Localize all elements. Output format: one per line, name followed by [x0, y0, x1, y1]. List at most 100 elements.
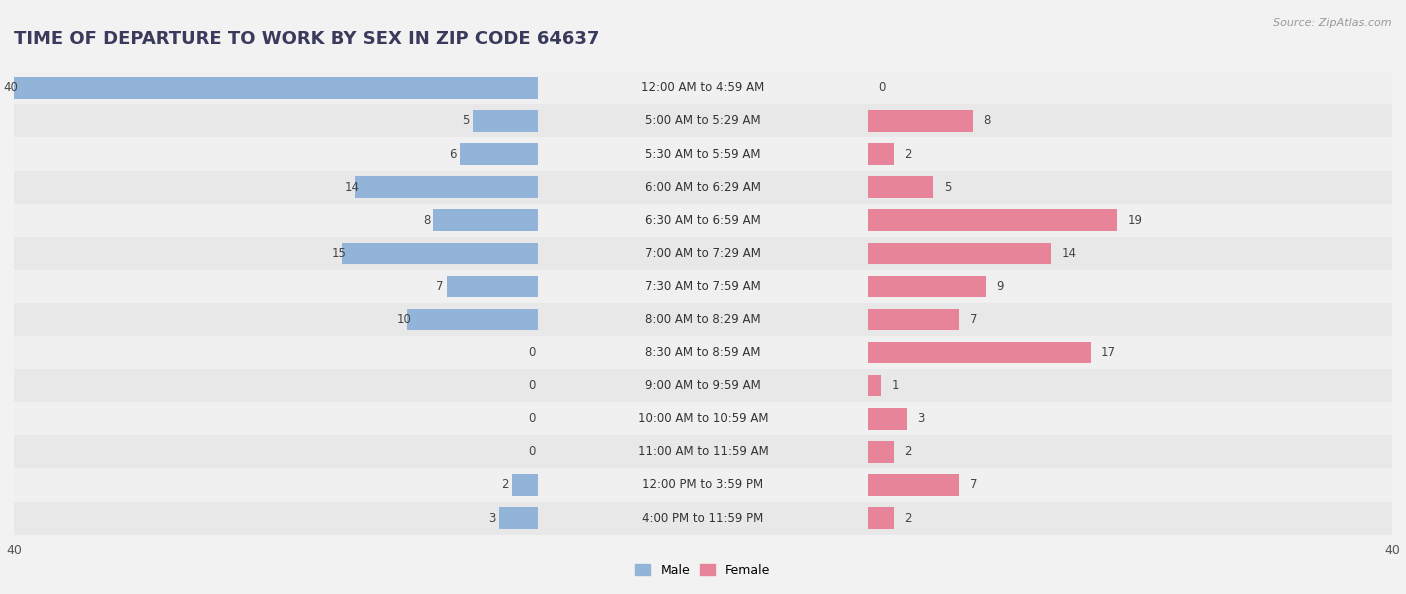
Bar: [499, 507, 538, 529]
Bar: [868, 501, 1392, 535]
Text: TIME OF DEPARTURE TO WORK BY SEX IN ZIP CODE 64637: TIME OF DEPARTURE TO WORK BY SEX IN ZIP …: [14, 30, 599, 48]
Bar: [538, 270, 868, 303]
Text: 0: 0: [527, 412, 536, 425]
Bar: [14, 105, 538, 137]
Bar: [868, 336, 1392, 369]
Bar: [472, 110, 538, 132]
Bar: [538, 501, 868, 535]
Bar: [538, 469, 868, 501]
Text: Source: ZipAtlas.com: Source: ZipAtlas.com: [1274, 18, 1392, 28]
Text: 10:00 AM to 10:59 AM: 10:00 AM to 10:59 AM: [638, 412, 768, 425]
Bar: [447, 276, 538, 297]
Text: 10: 10: [396, 313, 412, 326]
Text: 2: 2: [904, 446, 912, 459]
Text: 0: 0: [879, 81, 886, 94]
Bar: [868, 204, 1392, 237]
Bar: [14, 71, 538, 105]
Bar: [868, 71, 1392, 105]
Bar: [868, 237, 1392, 270]
Bar: [868, 105, 1392, 137]
Bar: [868, 469, 1392, 501]
Text: 7:00 AM to 7:29 AM: 7:00 AM to 7:29 AM: [645, 247, 761, 260]
Bar: [538, 71, 868, 105]
Bar: [868, 270, 1392, 303]
Bar: [14, 303, 538, 336]
Text: 0: 0: [527, 346, 536, 359]
Bar: [868, 110, 973, 132]
Bar: [14, 369, 538, 402]
Text: 2: 2: [904, 511, 912, 525]
Bar: [538, 105, 868, 137]
Bar: [868, 342, 1091, 364]
Text: 8: 8: [423, 214, 430, 227]
Text: 9: 9: [997, 280, 1004, 293]
Bar: [538, 237, 868, 270]
Text: 8:30 AM to 8:59 AM: 8:30 AM to 8:59 AM: [645, 346, 761, 359]
Bar: [14, 435, 538, 469]
Text: 6: 6: [449, 147, 457, 160]
Bar: [14, 137, 538, 170]
Text: 3: 3: [918, 412, 925, 425]
Bar: [868, 441, 894, 463]
Bar: [538, 435, 868, 469]
Bar: [14, 170, 538, 204]
Bar: [14, 270, 538, 303]
Text: 7: 7: [436, 280, 443, 293]
Bar: [538, 170, 868, 204]
Bar: [460, 143, 538, 165]
Text: 0: 0: [527, 379, 536, 392]
Text: 19: 19: [1128, 214, 1142, 227]
Bar: [868, 303, 1392, 336]
Text: 3: 3: [488, 511, 496, 525]
Text: 7:30 AM to 7:59 AM: 7:30 AM to 7:59 AM: [645, 280, 761, 293]
Text: 9:00 AM to 9:59 AM: 9:00 AM to 9:59 AM: [645, 379, 761, 392]
Text: 12:00 AM to 4:59 AM: 12:00 AM to 4:59 AM: [641, 81, 765, 94]
Bar: [868, 474, 959, 496]
Text: 5: 5: [463, 115, 470, 128]
Bar: [512, 474, 538, 496]
Text: 6:00 AM to 6:29 AM: 6:00 AM to 6:29 AM: [645, 181, 761, 194]
Bar: [868, 176, 934, 198]
Text: 2: 2: [502, 478, 509, 491]
Text: 7: 7: [970, 313, 977, 326]
Text: 40: 40: [4, 81, 18, 94]
Bar: [868, 402, 1392, 435]
Text: 15: 15: [332, 247, 346, 260]
Bar: [868, 276, 986, 297]
Bar: [538, 369, 868, 402]
Text: 14: 14: [344, 181, 360, 194]
Bar: [868, 210, 1116, 231]
Bar: [538, 204, 868, 237]
Bar: [14, 237, 538, 270]
Text: 8:00 AM to 8:29 AM: 8:00 AM to 8:29 AM: [645, 313, 761, 326]
Bar: [868, 369, 1392, 402]
Bar: [354, 176, 538, 198]
Bar: [14, 501, 538, 535]
Text: 5:00 AM to 5:29 AM: 5:00 AM to 5:29 AM: [645, 115, 761, 128]
Text: 4:00 PM to 11:59 PM: 4:00 PM to 11:59 PM: [643, 511, 763, 525]
Bar: [14, 204, 538, 237]
Bar: [868, 309, 959, 330]
Bar: [538, 137, 868, 170]
Bar: [14, 77, 538, 99]
Bar: [868, 435, 1392, 469]
Text: 7: 7: [970, 478, 977, 491]
Text: 5: 5: [943, 181, 950, 194]
Bar: [538, 402, 868, 435]
Bar: [868, 143, 894, 165]
Bar: [868, 507, 894, 529]
Text: 2: 2: [904, 147, 912, 160]
Bar: [14, 469, 538, 501]
Bar: [868, 375, 880, 396]
Bar: [868, 170, 1392, 204]
Bar: [14, 336, 538, 369]
Text: 11:00 AM to 11:59 AM: 11:00 AM to 11:59 AM: [638, 446, 768, 459]
Bar: [868, 137, 1392, 170]
Bar: [538, 336, 868, 369]
Text: 14: 14: [1062, 247, 1077, 260]
Bar: [538, 303, 868, 336]
Text: 0: 0: [527, 446, 536, 459]
Bar: [433, 210, 538, 231]
Bar: [868, 408, 907, 429]
Text: 6:30 AM to 6:59 AM: 6:30 AM to 6:59 AM: [645, 214, 761, 227]
